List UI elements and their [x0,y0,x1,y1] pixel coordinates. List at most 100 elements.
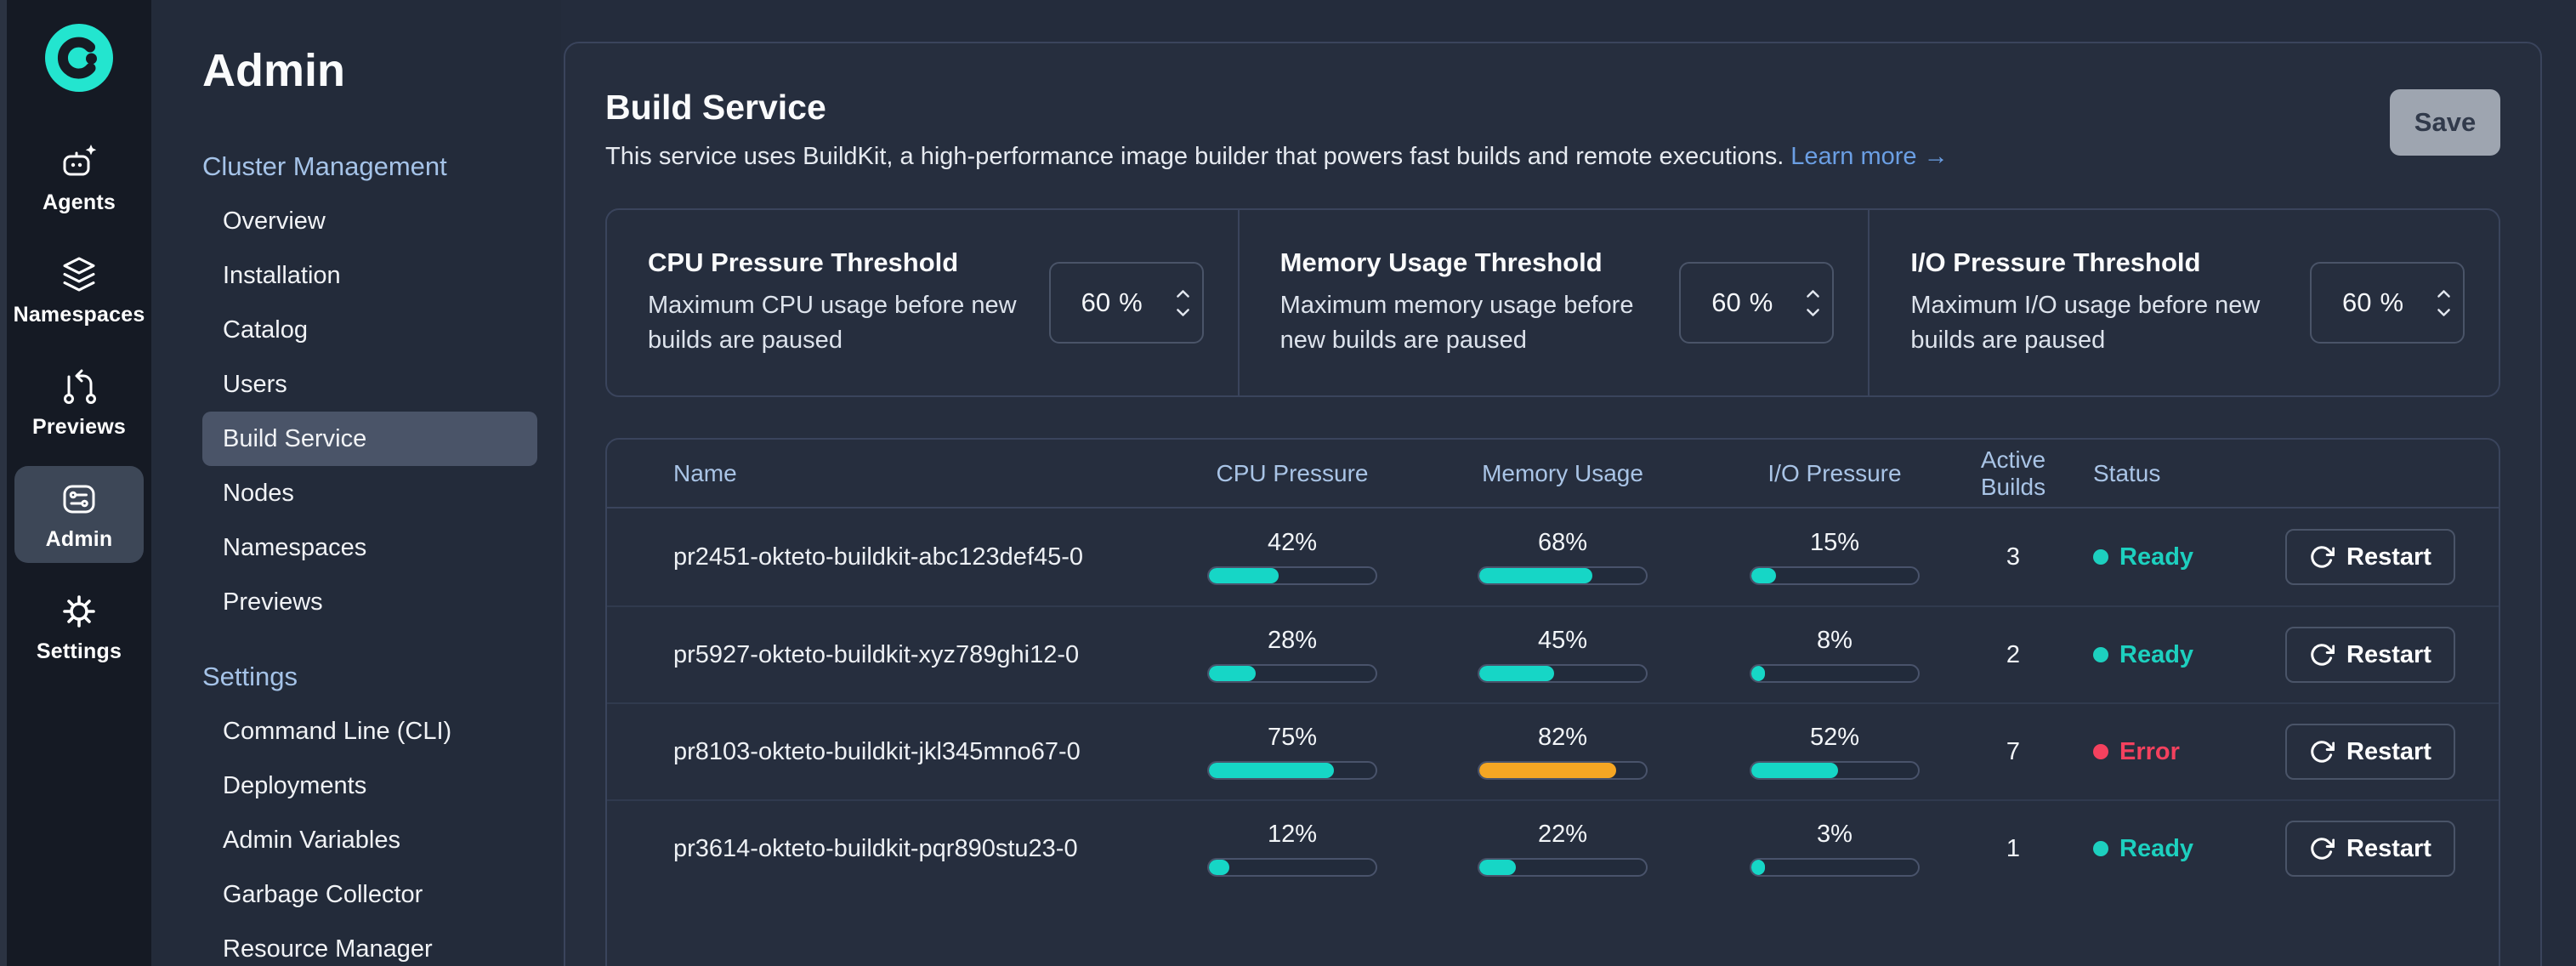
threshold-title: I/O Pressure Threshold [1910,247,2201,277]
cpu-pressure-bar [1207,664,1377,683]
nav-section-settings: Settings [202,662,298,691]
nav-item-build-service[interactable]: Build Service [202,412,537,466]
page-title: Admin [202,45,345,96]
memory-usage-cell: 82% [1410,724,1716,780]
threshold-unit: % [2380,287,2404,317]
threshold-unit: % [1749,287,1773,317]
cpu-pressure-cell: 12% [1175,821,1410,877]
chevron-up-icon[interactable] [1806,289,1820,298]
restart-button[interactable]: Restart [2285,627,2455,683]
nav-item-command-line-cli[interactable]: Command Line (CLI) [223,718,452,745]
cpu-pressure-value: 28% [1267,627,1318,654]
icon-sidebar: Agents Namespaces Previews [7,0,151,966]
nav-item-admin-variables[interactable]: Admin Variables [223,827,401,854]
panel-header: Build Service This service uses BuildKit… [605,88,2500,171]
refresh-icon [2311,741,2335,763]
main-content: Build Service This service uses BuildKit… [561,0,2576,966]
status-dot-icon [2093,841,2108,856]
nav-item-namespaces[interactable]: Namespaces [223,534,367,561]
io-pressure-value: 52% [1809,724,1860,751]
io-pressure-cell: 3% [1716,821,1954,877]
active-builds-count: 7 [2006,737,2021,765]
chevron-down-icon[interactable] [1176,308,1190,317]
cpu-threshold-input[interactable]: 60 % [1048,262,1204,344]
io-threshold-input[interactable]: 60 % [2310,262,2465,344]
nav-item-resource-manager[interactable]: Resource Manager [223,935,433,963]
sidebar-item-settings[interactable]: Settings [14,578,144,675]
sidebar-item-label: Agents [43,190,116,214]
table-header: Name CPU Pressure Memory Usage I/O Press… [607,440,2499,509]
refresh-icon [2311,838,2335,860]
nav-item-overview[interactable]: Overview [223,207,326,235]
buildkit-name: pr5927-okteto-buildkit-xyz789ghi12-0 [673,640,1080,668]
status-label: Ready [2119,834,2194,862]
robot-icon [63,145,97,176]
nav-item-catalog[interactable]: Catalog [223,316,308,344]
column-header-active-builds: Active Builds [1980,446,2046,500]
active-builds-count: 1 [2006,834,2021,862]
memory-usage-value: 22% [1537,821,1588,848]
table-body: pr2451-okteto-buildkit-abc123def45-0 42%… [607,509,2499,896]
io-pressure-bar [1750,566,1920,585]
number-stepper[interactable] [2437,264,2451,342]
window-edge-strip [0,0,7,966]
cpu-pressure-bar [1207,761,1377,780]
buildkit-name: pr3614-okteto-buildkit-pqr890stu23-0 [673,834,1078,862]
active-builds-count: 2 [2006,640,2021,668]
nav-item-previews[interactable]: Previews [223,588,323,616]
status-badge: Ready [2073,543,2277,571]
refresh-icon [2311,644,2335,666]
restart-button[interactable]: Restart [2285,821,2455,877]
sidebar-item-label: Namespaces [13,303,145,327]
memory-usage-cell: 45% [1410,627,1716,683]
memory-usage-bar [1478,858,1648,877]
nav-item-nodes[interactable]: Nodes [223,480,294,507]
threshold-title: CPU Pressure Threshold [648,247,959,277]
io-pressure-cell: 15% [1716,529,1954,585]
status-dot-icon [2093,744,2108,759]
sidebar-item-label: Settings [36,639,122,663]
save-button[interactable]: Save [2390,89,2500,156]
threshold-value: 60 [1081,287,1111,317]
sidebar-item-agents[interactable]: Agents [14,129,144,226]
nav-item-users[interactable]: Users [223,371,287,398]
build-service-panel: Build Service This service uses BuildKit… [564,42,2542,966]
chevron-down-icon[interactable] [1806,308,1820,317]
sliders-icon [63,485,95,514]
chevron-up-icon[interactable] [2437,289,2451,298]
threshold-title: Memory Usage Threshold [1279,247,1603,277]
nav-item-installation[interactable]: Installation [223,262,341,289]
threshold-description: Maximum CPU usage before new builds are … [648,292,1017,354]
io-pressure-value: 8% [1817,627,1853,654]
cpu-pressure-cell: 75% [1175,724,1410,780]
io-pressure-cell: 52% [1716,724,1954,780]
sidebar-item-previews[interactable]: Previews [14,354,144,451]
panel-title: Build Service [605,88,826,127]
threshold-value: 60 [1711,287,1741,317]
restart-button[interactable]: Restart [2285,724,2455,780]
table-row: pr5927-okteto-buildkit-xyz789ghi12-0 28%… [607,605,2499,702]
cpu-pressure-cell: 42% [1175,529,1410,585]
chevron-down-icon[interactable] [2437,308,2451,317]
sidebar-item-namespaces[interactable]: Namespaces [13,242,145,338]
chevron-up-icon[interactable] [1176,289,1190,298]
column-header-cpu-pressure: CPU Pressure [1216,459,1369,486]
memory-threshold-input[interactable]: 60 % [1679,262,1835,344]
number-stepper[interactable] [1176,264,1190,342]
threshold-cards: CPU Pressure Threshold Maximum CPU usage… [605,208,2500,397]
threshold-value: 60 [2341,287,2372,317]
okteto-logo-icon [45,24,113,92]
nav-item-garbage-collector[interactable]: Garbage Collector [223,881,423,908]
restart-label: Restart [2346,543,2431,571]
description-text: This service uses BuildKit, a high-perfo… [605,143,1784,170]
threshold-unit: % [1119,287,1143,317]
number-stepper[interactable] [1806,264,1820,342]
okteto-logo[interactable] [45,24,113,92]
restart-button[interactable]: Restart [2285,529,2455,585]
memory-usage-value: 68% [1537,529,1588,556]
sidebar-item-label: Previews [31,415,126,439]
nav-item-deployments[interactable]: Deployments [223,772,367,799]
learn-more-link[interactable]: Learn more → [1790,143,1949,170]
sidebar-item-admin[interactable]: Admin [14,466,144,563]
cpu-pressure-value: 12% [1267,821,1318,848]
